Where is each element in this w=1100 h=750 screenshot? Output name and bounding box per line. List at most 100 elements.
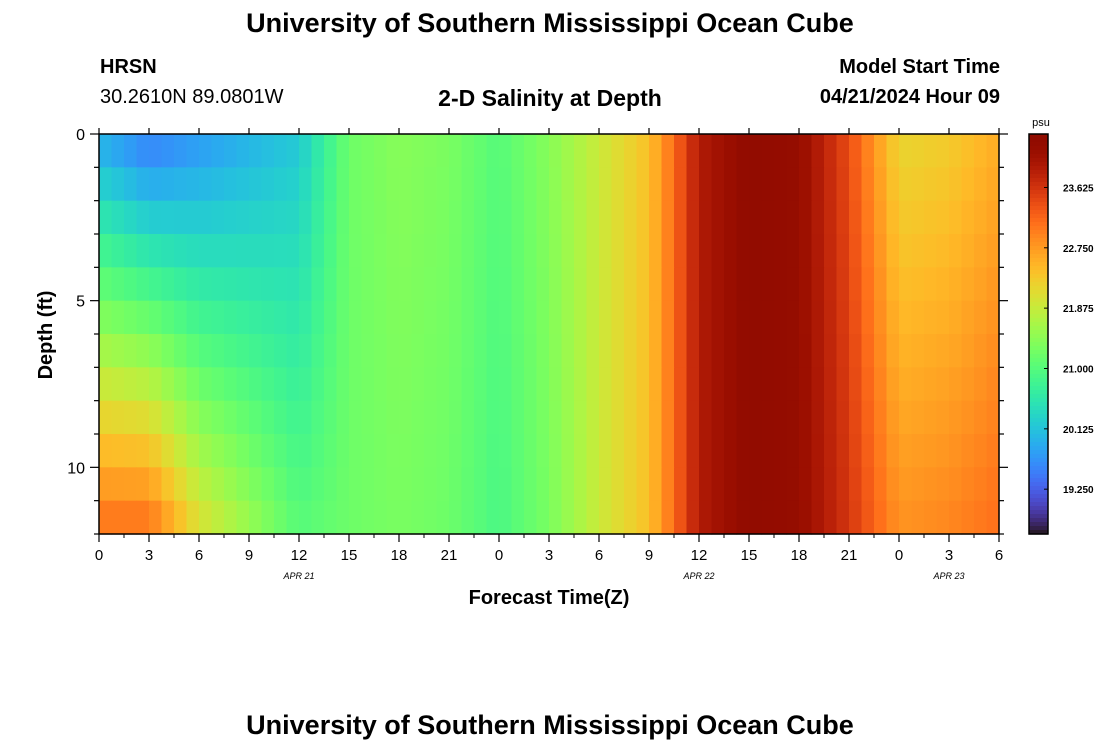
heatmap-cell [936,334,950,368]
heatmap-cell [974,200,988,235]
heatmap-cell [211,200,225,235]
heatmap-cell [661,300,675,335]
heatmap-cell [811,367,825,402]
heatmap-cell [811,334,825,368]
heatmap-cell [724,300,738,335]
heatmap-cell [111,434,125,468]
colorbar-segment [1029,142,1048,147]
heatmap-cell [136,134,150,168]
heatmap-cell [849,267,863,302]
heatmap-cell [836,200,850,235]
heatmap-cell [386,200,400,235]
y-axis-label: Depth (ft) [35,291,57,380]
heatmap-cell [911,200,925,235]
heatmap-cell [411,434,425,468]
heatmap-cell [699,300,713,335]
heatmap-cell [299,267,313,302]
colorbar-segment [1029,178,1048,183]
heatmap-cell [286,134,300,168]
heatmap-cell [774,334,788,368]
heatmap-cell [736,200,750,235]
heatmap-cell [674,467,688,502]
heatmap-cell [349,234,363,268]
heatmap-cell [461,234,475,268]
heatmap-cell [549,500,563,535]
heatmap-cell [761,234,775,268]
heatmap-cell [361,334,375,368]
heatmap-cell [136,300,150,335]
colorbar-segment [1029,242,1048,247]
heatmap-cell [224,467,238,502]
heatmap-cell [736,467,750,502]
heatmap-cell [611,467,625,502]
heatmap-cell [261,300,275,335]
heatmap-cell [261,367,275,402]
heatmap-cell [936,200,950,235]
heatmap-cell [174,234,188,268]
heatmap-cell [411,167,425,202]
heatmap-cell [311,300,325,335]
heatmap-cell [886,500,900,535]
heatmap-cell [711,400,725,435]
heatmap-cell [511,167,525,202]
heatmap-cell [911,234,925,268]
footer-title: University of Southern Mississippi Ocean… [246,710,854,740]
colorbar-frame [1028,133,1049,535]
heatmap-cell [724,234,738,268]
heatmap-cell [186,167,200,202]
heatmap-cell [974,400,988,435]
heatmap-cell [786,134,800,168]
heatmap-cell [536,234,550,268]
heatmap-cell [849,500,863,535]
heatmap-cell [299,367,313,402]
heatmap-cell [686,234,700,268]
heatmap-cell [774,400,788,435]
heatmap-cell [161,167,175,202]
heatmap-cell [486,467,500,502]
heatmap-cell [149,367,163,402]
heatmap-cell [124,334,138,368]
colorbar-segment [1029,214,1048,219]
heatmap-cell [624,200,638,235]
heatmap-cell [336,267,350,302]
heatmap-cell [736,134,750,168]
heatmap-cell [486,400,500,435]
heatmap-cell [674,434,688,468]
heatmap-cell [799,467,813,502]
heatmap-cell [399,134,413,168]
heatmap-cell [561,400,575,435]
heatmap-cell [486,167,500,202]
heatmap-cell [586,134,600,168]
heatmap-cell [399,434,413,468]
heatmap-cell [761,134,775,168]
colorbar-segment [1029,250,1048,255]
colorbar-segment [1029,246,1048,251]
heatmap-cell [461,167,475,202]
heatmap-cell [899,267,913,302]
heatmap-cell [861,467,875,502]
heatmap-cell [549,167,563,202]
heatmap-cell [286,200,300,235]
heatmap-cell [299,467,313,502]
heatmap-cell [511,434,525,468]
heatmap-cell [699,134,713,168]
heatmap-cell [161,434,175,468]
chart-title: University of Southern Mississippi Ocean… [246,8,854,38]
heatmap-cell [811,500,825,535]
colorbar-segment [1029,282,1048,287]
heatmap-cell [311,400,325,435]
heatmap-cell [511,200,525,235]
heatmap-cell [911,167,925,202]
heatmap-cell [961,434,975,468]
heatmap-cell [436,367,450,402]
heatmap-cell [374,134,388,168]
heatmap-cell [774,500,788,535]
heatmap-cell [924,434,938,468]
heatmap-cell [261,400,275,435]
heatmap-cell [874,267,888,302]
heatmap-cell [849,334,863,368]
heatmap-cell [261,434,275,468]
heatmap-cell [599,267,613,302]
heatmap-cell [649,134,663,168]
